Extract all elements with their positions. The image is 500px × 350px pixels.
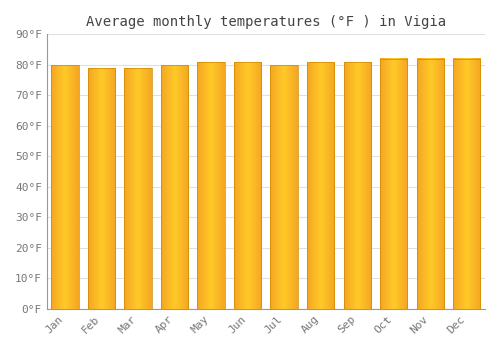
Bar [307,62,334,309]
Bar [453,59,480,309]
Bar [344,62,371,309]
Bar [124,68,152,309]
Bar [416,59,444,309]
Bar [88,68,116,309]
Bar [52,65,79,309]
Bar [380,59,407,309]
Bar [270,65,298,309]
Bar [234,62,262,309]
Bar [198,62,225,309]
Title: Average monthly temperatures (°F ) in Vigia: Average monthly temperatures (°F ) in Vi… [86,15,446,29]
Bar [161,65,188,309]
